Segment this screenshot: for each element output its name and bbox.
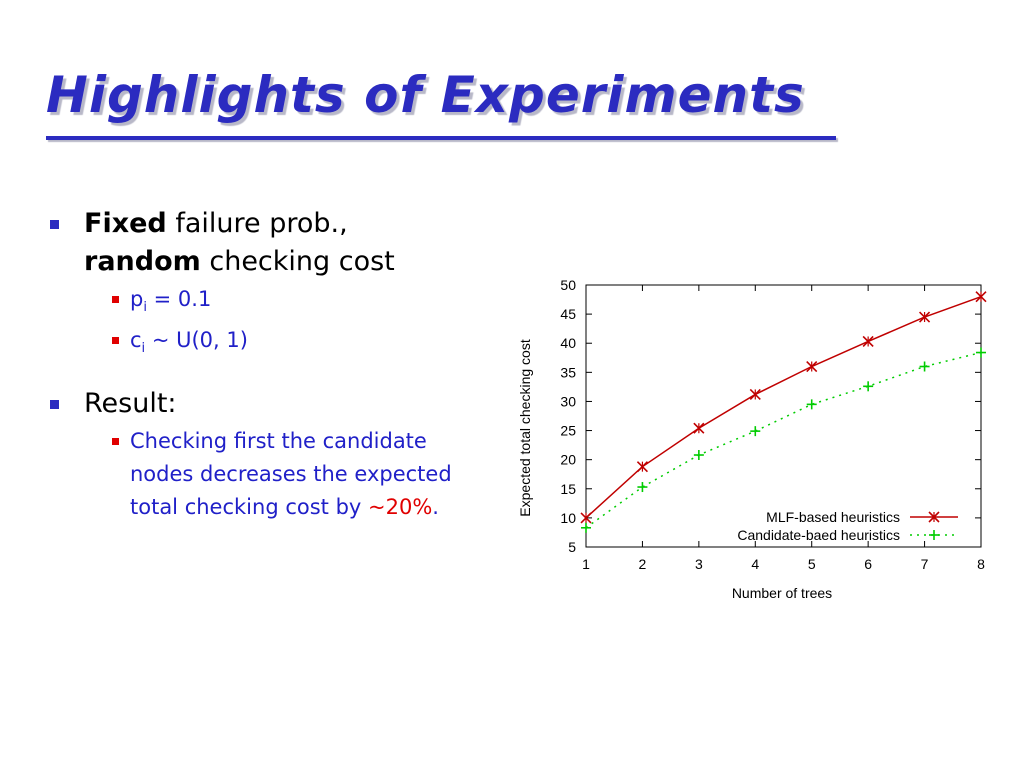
data-point <box>750 426 761 437</box>
data-point <box>976 347 986 358</box>
sub-bullet-square-icon <box>112 296 119 303</box>
data-point <box>806 399 817 410</box>
legend-label: Candidate-baed heuristics <box>737 527 900 543</box>
sub-bullet-square-icon <box>112 438 119 446</box>
bullet-square-icon <box>50 400 59 410</box>
data-point <box>637 482 648 493</box>
bullet-result: Result: <box>46 385 506 423</box>
data-point <box>919 311 931 323</box>
title-underline <box>46 136 836 140</box>
sub-bullet-pi: pi = 0.1 <box>94 283 506 324</box>
x-tick-label: 5 <box>808 556 816 572</box>
x-tick-label: 7 <box>921 556 929 572</box>
pi-value: = 0.1 <box>146 287 212 311</box>
data-point <box>636 461 648 473</box>
data-point <box>863 381 874 392</box>
data-point <box>975 291 987 303</box>
result-highlight: ~20% <box>368 495 433 520</box>
y-tick-label: 45 <box>560 306 576 322</box>
bullet-keyword-fixed: Fixed <box>84 208 167 239</box>
x-tick-label: 3 <box>695 556 703 572</box>
bullet-result-label: Result: <box>84 388 177 420</box>
x-tick-label: 2 <box>639 556 647 572</box>
series-line <box>585 295 982 519</box>
sub-bullet-square-icon <box>112 337 119 345</box>
legend-marker <box>928 511 940 523</box>
x-tick-label: 1 <box>582 556 590 572</box>
x-tick-label: 6 <box>864 556 872 572</box>
data-point <box>806 360 818 373</box>
x-tick-label: 4 <box>751 556 759 572</box>
data-point <box>862 335 874 348</box>
data-point <box>749 388 761 401</box>
chart-container: 5 10 15 20 25 30 35 40 45 50 1 2 3 4 5 6 7 8 MLF-based he… <box>505 268 1015 608</box>
bullet-list: Fixed failure prob., random checking cos… <box>46 205 506 524</box>
series-line <box>585 351 982 529</box>
sub-bullet-ci: ci ~ U(0, 1) <box>94 324 506 365</box>
bullet-square-icon <box>50 220 59 229</box>
data-point <box>693 450 704 461</box>
y-axis-label: Expected total checking cost <box>517 339 533 517</box>
ci-var: c <box>130 328 142 353</box>
x-tick-label: 8 <box>977 556 985 572</box>
y-tick-label: 35 <box>560 364 576 380</box>
y-tick-label: 50 <box>560 277 576 293</box>
result-text: Checking first the candidate nodes decre… <box>130 429 452 520</box>
x-axis-label: Number of trees <box>732 585 832 601</box>
ci-sub: i <box>141 341 146 357</box>
bullet-keyword-random: random <box>84 246 201 277</box>
y-tick-label: 25 <box>560 423 576 439</box>
result-tail: . <box>432 495 439 520</box>
data-point <box>919 361 930 372</box>
bullet-text-checking: checking cost <box>200 246 395 277</box>
data-point <box>580 512 592 524</box>
sub-bullet-list: pi = 0.1 ci ~ U(0, 1) <box>94 283 506 365</box>
plot-frame <box>585 284 982 548</box>
y-tick-label: 20 <box>560 452 576 468</box>
sub-bullet-list-result: Checking first the candidate nodes decre… <box>94 425 506 524</box>
y-tick-label: 5 <box>568 539 576 555</box>
data-point <box>693 422 705 434</box>
bullet-fixed-random: Fixed failure prob., random checking cos… <box>46 205 506 281</box>
legend-marker <box>929 530 939 540</box>
data-point <box>581 522 591 533</box>
bullet-text-failure: failure prob., <box>166 208 348 239</box>
chart-legend: MLF-based heuristics Candidate-baed heuri… <box>737 509 958 543</box>
y-tick-label: 15 <box>560 481 576 497</box>
chart-series <box>580 291 987 533</box>
slide-title: Highlights of Experiments <box>46 66 805 124</box>
ci-value: ~ U(0, 1) <box>145 328 248 353</box>
series-mlf <box>580 291 987 524</box>
pi-sub: i <box>143 300 147 316</box>
legend-label: MLF-based heuristics <box>766 509 900 525</box>
y-tick-label: 30 <box>560 393 576 409</box>
y-tick-label: 40 <box>560 335 576 351</box>
series-candidate <box>581 347 986 533</box>
y-tick-label: 10 <box>560 510 576 526</box>
sub-bullet-result-text: Checking first the candidate nodes decre… <box>94 425 490 524</box>
pi-var: p <box>130 287 144 311</box>
